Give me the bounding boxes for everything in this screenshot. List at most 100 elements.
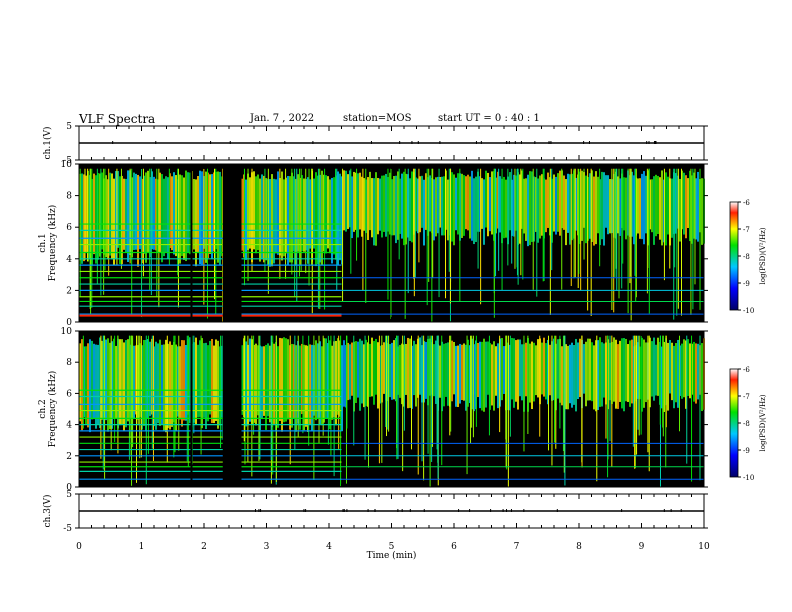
x-tick-label: 1 [139, 542, 145, 552]
y-tick-label: 5 [66, 490, 72, 500]
emission-column [147, 170, 149, 253]
emission-column [531, 171, 533, 242]
emission-column [383, 342, 385, 394]
emission-column [99, 173, 101, 257]
emission-column [679, 178, 681, 242]
emission-column [689, 170, 691, 242]
emission-column [325, 175, 327, 254]
emission-column [531, 341, 533, 410]
emission-column [349, 170, 351, 228]
emission-column [219, 171, 221, 266]
emission-column [381, 175, 383, 238]
emission-column [655, 174, 657, 237]
station-label: station=MOS [343, 113, 412, 124]
emission-column [529, 171, 531, 246]
emission-column [489, 177, 491, 232]
emission-column [345, 170, 347, 232]
emission-column [515, 340, 517, 402]
emission-column [107, 338, 109, 432]
emission-column [253, 171, 255, 250]
emission-column [591, 170, 593, 242]
y-tick-label: 0 [66, 318, 72, 328]
emission-column [135, 173, 137, 250]
emission-column [315, 340, 317, 421]
emission-column [595, 340, 597, 412]
emission-column [495, 346, 497, 396]
x-tick-label: 8 [576, 542, 582, 552]
emission-column [203, 343, 205, 418]
emission-column [689, 343, 691, 399]
emission-column [379, 178, 381, 231]
emission-column [127, 170, 129, 262]
emission-column [375, 172, 377, 246]
emission-column [701, 343, 703, 412]
emission-column [447, 342, 449, 406]
emission-column [475, 176, 477, 242]
emission-column [623, 177, 625, 231]
emission-column [419, 176, 421, 233]
emission-column [523, 178, 525, 234]
emission-column [271, 342, 273, 427]
emission-column [589, 173, 591, 239]
emission-column [547, 172, 549, 228]
emission-column [127, 339, 129, 422]
emission-column [461, 173, 463, 238]
emission-column [325, 338, 327, 419]
emission-column [277, 171, 279, 255]
y-tick-label: 0 [66, 483, 72, 493]
emission-column [311, 344, 313, 432]
emission-column [517, 339, 519, 410]
emission-column [333, 177, 335, 255]
emission-column [521, 344, 523, 401]
emission-column [573, 345, 575, 405]
emission-column [669, 340, 671, 394]
emission-column [521, 170, 523, 229]
emission-column [659, 177, 661, 240]
emission-column [421, 175, 423, 228]
emission-column [399, 344, 401, 398]
y-axis-label: ch.2 [38, 399, 48, 418]
emission-column [213, 345, 215, 424]
emission-column [269, 345, 271, 423]
emission-column [105, 339, 107, 421]
emission-column [115, 171, 117, 259]
y-tick-label: 10 [61, 160, 73, 170]
emission-column [639, 178, 641, 239]
emission-column [415, 344, 417, 407]
emission-column [355, 172, 357, 230]
emission-column [347, 342, 349, 401]
emission-column [373, 340, 375, 405]
emission-column [249, 338, 251, 422]
emission-column [371, 178, 373, 238]
emission-column [505, 179, 507, 238]
colorbar-tick-label: -8 [743, 253, 750, 261]
emission-column [493, 341, 495, 411]
emission-column [201, 338, 203, 429]
emission-column [85, 175, 87, 253]
chart-title: VLF Spectra [79, 112, 156, 126]
emission-column [383, 175, 385, 232]
emission-column [649, 337, 651, 408]
emission-column [629, 340, 631, 407]
emission-column [391, 179, 393, 236]
emission-column [627, 344, 629, 402]
emission-column [389, 344, 391, 398]
emission-column [575, 177, 577, 231]
emission-column [165, 339, 167, 433]
emission-column [439, 345, 441, 398]
emission-column [409, 178, 411, 241]
emission-column [93, 173, 95, 255]
emission-column [671, 178, 673, 238]
emission-column [249, 177, 251, 249]
emission-column [561, 346, 563, 406]
emission-column [511, 337, 513, 400]
emission-column [693, 341, 695, 402]
emission-column [287, 339, 289, 420]
emission-column [571, 173, 573, 241]
emission-column [123, 178, 125, 250]
emission-column [463, 343, 465, 401]
emission-column [455, 345, 457, 407]
emission-column [221, 176, 223, 257]
emission-column [303, 344, 305, 431]
emission-column [157, 179, 159, 253]
